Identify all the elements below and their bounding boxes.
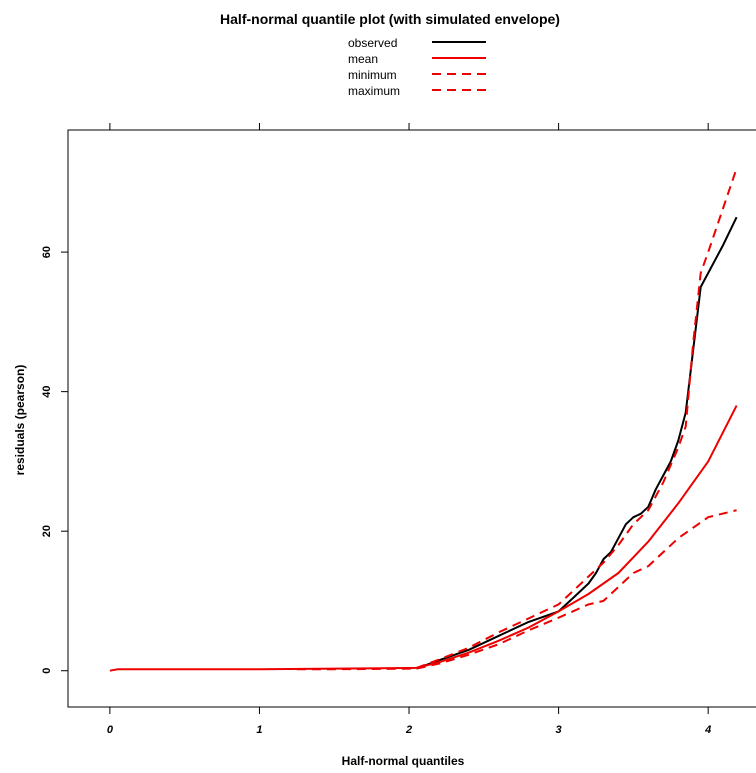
x-tick-label-0: 0: [107, 724, 114, 736]
series-line-observed: [416, 216, 738, 670]
plot-frame: [67, 129, 756, 708]
series-line-minimum: [296, 509, 737, 671]
y-tick-label-1: 20: [41, 525, 53, 537]
plot-series: [109, 168, 738, 672]
y-axis-label: residuals (pearson): [13, 365, 27, 476]
chart-title: Half-normal quantile plot (with simulate…: [220, 11, 560, 27]
legend: observed mean minimum maximum: [348, 36, 486, 98]
legend-label-mean: mean: [348, 52, 378, 66]
series-line-maximum: [416, 168, 738, 669]
x-tick-label-4: 4: [704, 724, 711, 736]
y-tick-label-2: 40: [41, 386, 53, 398]
series-line-mean: [109, 405, 738, 672]
y-tick-label-0: 0: [41, 668, 53, 674]
legend-label-observed: observed: [348, 36, 397, 50]
legend-label-minimum: minimum: [348, 68, 397, 82]
x-tick-label-1: 1: [256, 724, 262, 736]
y-tick-label-3: 60: [41, 246, 53, 258]
legend-label-maximum: maximum: [348, 84, 400, 98]
x-axis-label: Half-normal quantiles: [342, 754, 465, 768]
x-tick-label-2: 2: [405, 724, 412, 736]
x-tick-label-3: 3: [556, 724, 562, 736]
